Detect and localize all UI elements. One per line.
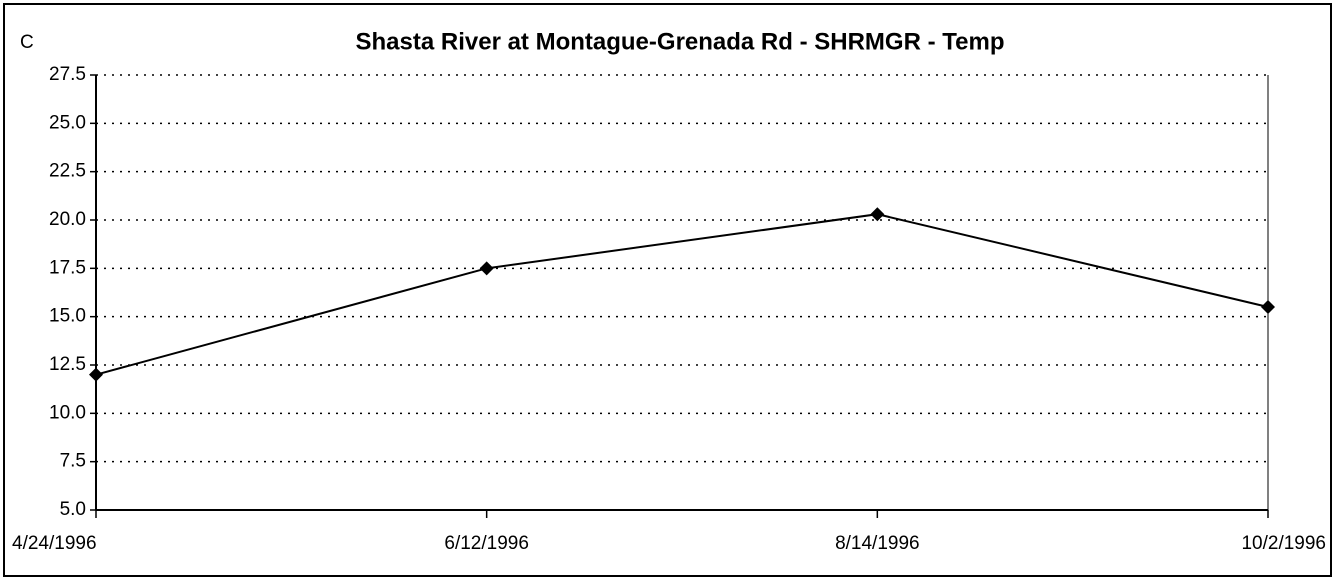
data-point (479, 261, 494, 276)
x-tick-label: 4/24/1996 (12, 533, 97, 554)
x-tick-label: 6/12/1996 (444, 533, 529, 554)
data-point (1261, 300, 1275, 314)
data-point (870, 207, 885, 222)
y-tick-label: 17.5 (49, 257, 86, 278)
x-tick-label: 8/14/1996 (835, 533, 920, 554)
y-tick-label: 25.0 (49, 112, 86, 133)
y-tick-label: 22.5 (49, 161, 86, 182)
chart-title: Shasta River at Montague-Grenada Rd - SH… (356, 28, 1005, 55)
y-tick-label: 10.0 (49, 402, 86, 423)
series-line (95, 213, 1269, 376)
chart-frame (3, 3, 1332, 577)
y-tick-label: 15.0 (49, 306, 86, 327)
y-tick-label: 7.5 (60, 451, 86, 472)
y-axis-label: C (20, 32, 34, 53)
x-tick-label: 10/2/1996 (1241, 533, 1326, 554)
y-tick-label: 5.0 (60, 499, 86, 520)
y-tick-label: 27.5 (49, 64, 86, 85)
y-tick-label: 12.5 (49, 354, 86, 375)
y-tick-label: 20.0 (49, 209, 86, 230)
data-point (89, 367, 103, 382)
